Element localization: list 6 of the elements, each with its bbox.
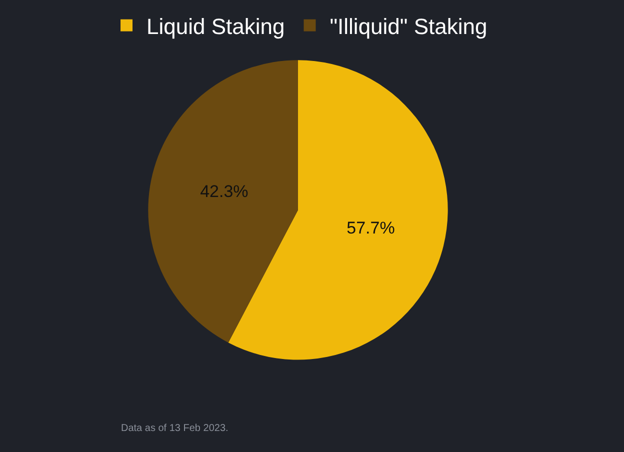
legend-label: Liquid Staking <box>146 14 285 39</box>
pie-slice <box>148 60 298 343</box>
data-label: 42.3% <box>200 182 248 202</box>
text: Data as of 13 Feb 2023. <box>121 423 228 434</box>
legend-label: "Illiquid" Staking <box>330 14 488 39</box>
data-label: 57.7% <box>346 218 395 238</box>
